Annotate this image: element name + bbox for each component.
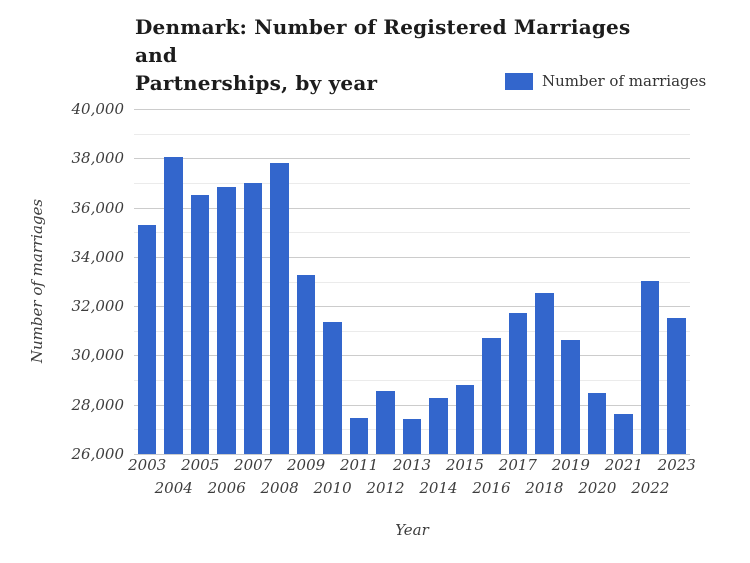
chart-title: Denmark: Number of Registered Marriages … [135, 13, 655, 97]
x-tick-label: 2003 [128, 456, 167, 474]
y-tick-label: 34,000 [71, 247, 125, 266]
bar-slot [584, 109, 610, 454]
bar-slot [293, 109, 319, 454]
bar-2012 [376, 390, 395, 454]
gridline-minor [134, 380, 690, 382]
bar-slot [187, 109, 213, 454]
gridline-major [134, 207, 690, 209]
gridline-major [134, 158, 690, 160]
y-tick-label: 38,000 [71, 149, 125, 168]
bar-slot [346, 109, 372, 454]
bar-slot [372, 109, 398, 454]
gridline-minor [134, 182, 690, 184]
bar-2023 [667, 318, 686, 454]
bar-slot [399, 109, 425, 454]
x-tick-label: 2012 [366, 479, 405, 497]
x-tick-label: 2016 [472, 479, 511, 497]
x-tick-label: 2007 [234, 456, 273, 474]
x-tick-label: 2015 [445, 456, 485, 474]
chart-title-line-2: Partnerships, by year [135, 71, 378, 95]
x-tick-label: 2010 [313, 479, 352, 497]
x-tick-label: 2011 [339, 456, 379, 474]
bar-slot [213, 109, 239, 454]
gridline-minor [134, 232, 690, 234]
legend-swatch [505, 72, 533, 90]
bar-slot [425, 109, 451, 454]
y-tick-label: 30,000 [71, 346, 125, 365]
x-tick-label: 2013 [392, 456, 432, 474]
bar-slot [531, 109, 557, 454]
x-tick-label: 2008 [260, 479, 299, 497]
x-tick-label: 2021 [604, 456, 643, 474]
bar-slot [452, 109, 478, 454]
x-tick-label: 2004 [154, 479, 193, 497]
bar-2010 [323, 322, 342, 454]
bar-slot [134, 109, 160, 454]
x-axis-title: Year [395, 521, 429, 539]
bar-slot [663, 109, 689, 454]
y-tick-label: 28,000 [71, 395, 125, 414]
bar-2011 [349, 417, 369, 454]
gridline-major [134, 404, 690, 406]
bar-2013 [402, 418, 422, 454]
x-tick-label: 2020 [578, 479, 617, 497]
y-tick-label: 40,000 [71, 100, 125, 118]
y-tick-label: 32,000 [71, 297, 125, 316]
x-tick-label: 2019 [551, 456, 590, 474]
gridline-minor [134, 281, 690, 283]
x-tick-label: 2005 [181, 456, 220, 474]
bar-slot [505, 109, 531, 454]
bar-slot [319, 109, 345, 454]
bar-slot [610, 109, 636, 454]
bar-slot [266, 109, 292, 454]
x-tick-label: 2006 [207, 479, 246, 497]
bar-2003 [137, 224, 157, 454]
gridline-major [134, 306, 690, 308]
x-tick-label: 2022 [631, 479, 670, 497]
bar-2005 [190, 195, 210, 454]
gridline-minor [134, 330, 690, 332]
bar-2008 [270, 162, 289, 454]
bar-2014 [429, 398, 448, 454]
bar-2022 [640, 280, 660, 454]
bar-slot [637, 109, 663, 454]
y-tick-label: 36,000 [71, 198, 125, 217]
legend-label: Number of marriages [542, 72, 707, 90]
bar-2006 [217, 186, 236, 454]
gridline-minor [134, 133, 690, 135]
gridline-major [134, 109, 690, 110]
x-tick-label: 2018 [525, 479, 564, 497]
bar-slot [160, 109, 186, 454]
bar-2017 [508, 312, 528, 454]
y-tick-label: 26,000 [71, 445, 125, 463]
gridline-major [134, 454, 690, 455]
bar-2019 [561, 340, 580, 454]
bar-slot [240, 109, 266, 454]
bar-2015 [455, 384, 475, 454]
x-tick-label: 2023 [657, 456, 696, 474]
bar-2020 [587, 393, 607, 454]
x-tick-label: 2017 [498, 456, 537, 474]
y-axis-title: Number of marriages [28, 198, 46, 364]
bar-2009 [296, 274, 316, 454]
bar-2016 [482, 337, 501, 454]
chart-title-line-1: Denmark: Number of Registered Marriages … [135, 15, 631, 67]
x-tick-label: 2014 [419, 479, 458, 497]
bar-2018 [535, 293, 554, 454]
bar-2007 [243, 182, 263, 454]
bars [134, 109, 690, 454]
bar-2021 [614, 414, 633, 454]
plot-area [134, 109, 690, 455]
legend: Number of marriages [505, 72, 706, 90]
bar-slot [558, 109, 584, 454]
gridline-major [134, 256, 690, 258]
bar-slot [478, 109, 504, 454]
gridline-major [134, 355, 690, 357]
bar-2004 [164, 156, 183, 454]
x-tick-label: 2009 [287, 456, 326, 474]
